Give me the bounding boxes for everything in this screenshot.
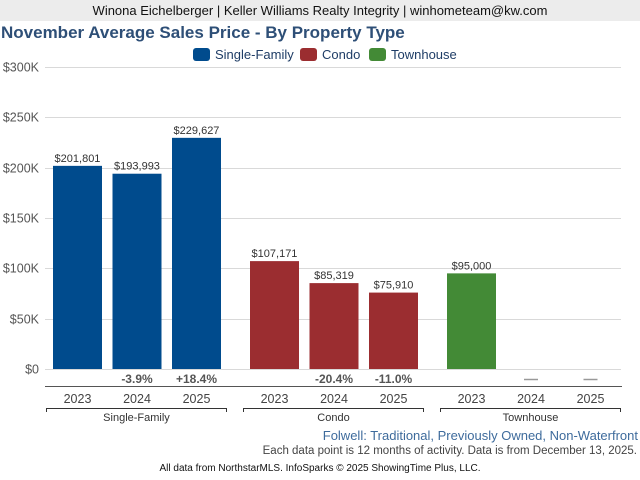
x-tick-label: 2023 [458, 392, 486, 406]
change-label: -11.0% [375, 372, 413, 386]
legend-swatch-single-family [193, 47, 210, 61]
chart-legend: Single-Family Condo Townhouse [0, 45, 640, 63]
data-note: Each data point is 12 months of activity… [262, 445, 637, 457]
x-tick-label: 2025 [380, 392, 408, 406]
data-label: $201,801 [55, 153, 101, 165]
change-label: +18.4% [176, 372, 217, 386]
chart-title: November Average Sales Price - By Proper… [1, 23, 405, 42]
change-label: -20.4% [315, 372, 353, 386]
legend-label: Condo [322, 46, 361, 62]
legend-item-townhouse[interactable]: Townhouse [369, 45, 457, 63]
y-tick-label: $300K [3, 61, 40, 75]
x-tick-label: 2024 [123, 392, 151, 406]
group-bracket [243, 408, 424, 412]
bar-condo-2025 [369, 292, 418, 369]
group-bracket [46, 408, 227, 412]
legend-item-single-family[interactable]: Single-Family [193, 45, 294, 63]
x-tick-label: 2023 [64, 392, 92, 406]
legend-label: Townhouse [391, 46, 457, 62]
x-tick-label: 2023 [261, 392, 289, 406]
y-tick-label: $250K [3, 111, 40, 125]
x-tick-label: 2025 [183, 392, 211, 406]
y-tick-label: $50K [10, 313, 40, 327]
group-bracket [440, 408, 621, 412]
legend-item-condo[interactable]: Condo [300, 45, 360, 63]
bar-condo-2023 [250, 261, 299, 369]
group-label-single-family: Single-Family [103, 412, 170, 424]
bar-single-family-2025 [172, 137, 221, 369]
y-tick-label: $200K [3, 162, 40, 176]
change-label: -3.9% [121, 372, 153, 386]
data-label: $193,993 [114, 161, 160, 173]
y-tick-label: $0 [25, 363, 39, 377]
bar-townhouse-2023 [447, 273, 496, 369]
bar-single-family-2023 [53, 165, 102, 369]
legend-label: Single-Family [215, 46, 294, 62]
legend-swatch-condo [300, 47, 317, 61]
x-tick-label: 2024 [320, 392, 348, 406]
x-tick-label: 2025 [577, 392, 605, 406]
bar-condo-2024 [309, 283, 359, 369]
data-label: $85,319 [314, 270, 354, 282]
agent-header-bar: Winona Eichelberger | Keller Williams Re… [0, 0, 640, 21]
y-tick-label: $150K [3, 212, 40, 226]
group-label-condo: Condo [317, 412, 349, 424]
group-label-townhouse: Townhouse [503, 412, 559, 424]
y-tick-label: $100K [3, 262, 40, 276]
data-label: $107,171 [252, 248, 298, 260]
legend-swatch-townhouse [369, 47, 386, 61]
bar-single-family-2024 [112, 173, 162, 369]
chart-subtitle: Folwell: Traditional, Previously Owned, … [322, 428, 638, 443]
data-label: $75,910 [374, 280, 414, 292]
data-label: $229,627 [174, 125, 220, 137]
footer-credit: All data from NorthstarMLS. InfoSparks ©… [159, 463, 481, 474]
data-label: $95,000 [452, 260, 492, 272]
x-tick-label: 2024 [517, 392, 545, 406]
